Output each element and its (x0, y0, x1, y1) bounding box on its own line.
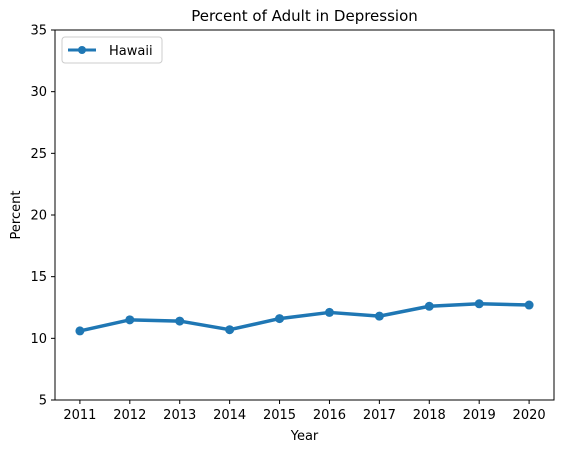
x-tick-label: 2017 (363, 408, 396, 423)
x-tick-label: 2015 (263, 408, 296, 423)
data-point (424, 301, 434, 311)
data-point (275, 314, 285, 324)
series-layer (75, 299, 534, 336)
chart-title: Percent of Adult in Depression (191, 7, 418, 25)
data-point (474, 299, 484, 309)
x-axis-title: Year (290, 429, 319, 444)
y-tick-label: 30 (30, 85, 47, 100)
data-point (374, 311, 384, 321)
x-tick-label: 2012 (113, 408, 146, 423)
legend-box (61, 36, 163, 64)
x-tick-label: 2019 (463, 408, 496, 423)
x-tick-label: 2018 (413, 408, 446, 423)
x-axis: 2011 2012 2013 2014 2015 2016 2017 2018 2019 2020 (63, 400, 546, 423)
y-tick-label: 10 (30, 332, 47, 347)
y-tick-label: 25 (30, 147, 47, 162)
legend-label-hawaii: Hawaii (109, 44, 153, 59)
y-tick-label: 15 (30, 270, 47, 285)
plot-area (54, 29, 555, 401)
x-tick-label: 2020 (513, 408, 546, 423)
y-tick-label: 35 (30, 24, 47, 39)
legend: Hawaii (61, 36, 163, 64)
y-axis: 5 10 15 20 25 30 35 (30, 24, 55, 409)
legend-marker-swatch (78, 46, 86, 54)
x-tick-label: 2016 (313, 408, 346, 423)
data-point (524, 300, 534, 310)
y-tick-label: 5 (39, 394, 47, 409)
data-point (175, 316, 185, 326)
series-line-hawaii (78, 302, 531, 333)
data-point (324, 307, 334, 317)
x-tick-label: 2014 (213, 408, 246, 423)
y-tick-label: 20 (30, 209, 47, 224)
data-point (225, 325, 235, 335)
x-tick-label: 2013 (163, 408, 196, 423)
x-tick-label: 2011 (63, 408, 96, 423)
data-point (125, 315, 135, 325)
y-axis-title: Percent (9, 191, 24, 240)
data-point (75, 326, 85, 336)
